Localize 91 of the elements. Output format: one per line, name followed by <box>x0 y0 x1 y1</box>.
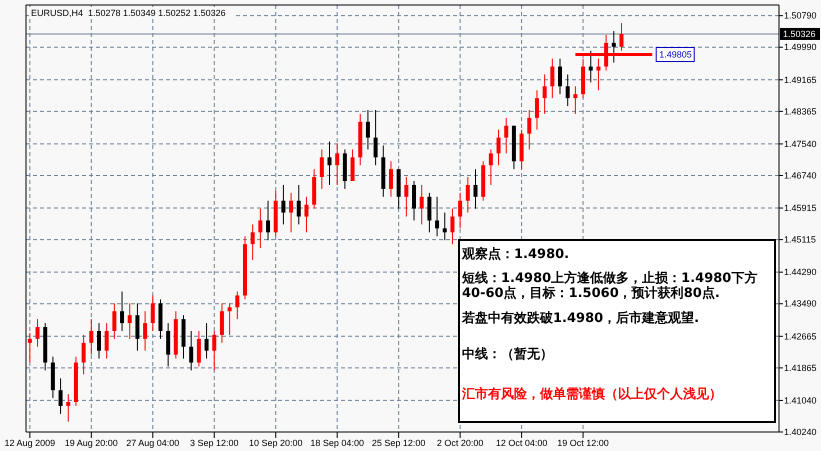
candlestick <box>143 310 148 352</box>
candlestick <box>350 148 355 182</box>
candlestick <box>435 196 440 237</box>
candlestick <box>473 168 478 210</box>
x-tick-label: 12 Aug 2009 <box>4 438 56 448</box>
candlestick <box>458 192 462 229</box>
candlestick <box>527 109 532 150</box>
y-tick-label: 1.50790 <box>784 10 817 21</box>
y-tick-label: 1.43490 <box>784 298 817 309</box>
candlestick <box>189 330 194 371</box>
x-tick-label: 10 Sep 20:00 <box>248 438 302 448</box>
annotation: 汇市有风险，做单需谨慎（以上仅个人浅见） <box>462 387 723 402</box>
candlestick <box>335 143 340 186</box>
candlestick <box>28 332 32 364</box>
annotation: 中线：（暂无） <box>462 347 554 362</box>
candlestick <box>596 58 600 91</box>
candlestick <box>235 291 240 320</box>
candlestick <box>281 184 286 225</box>
x-tick-label: 2 Oct 20:00 <box>436 438 484 448</box>
candlestick <box>66 394 70 422</box>
candlestick <box>558 58 562 95</box>
y-tick-label: 1.45915 <box>784 203 817 214</box>
x-tick-label: 18 Sep 04:00 <box>310 438 364 448</box>
candlestick <box>266 200 270 241</box>
candlestick <box>573 86 578 114</box>
y-tick-label: 1.45115 <box>784 234 816 245</box>
candlestick <box>320 148 324 190</box>
candlestick <box>196 330 201 367</box>
x-tick-label: 19 Aug 20:00 <box>64 438 118 448</box>
candlestick <box>150 294 155 332</box>
y-tick-label: 1.49165 <box>784 74 817 85</box>
y-tick-label: 1.47540 <box>784 138 817 149</box>
candlestick <box>212 330 216 371</box>
y-tick-label: 1.41865 <box>784 362 817 373</box>
y-tick-label: 1.49990 <box>784 42 817 52</box>
candlestick <box>504 117 508 154</box>
candlestick <box>442 212 447 241</box>
candlestick <box>82 334 86 375</box>
candlestick <box>542 74 547 114</box>
candlestick <box>135 302 140 352</box>
candlestick <box>466 176 470 214</box>
candlestick <box>550 58 554 99</box>
candlestick <box>220 302 224 344</box>
candlestick <box>488 148 493 186</box>
annotation: 短线：1.4980上方逢低做多，止损：1.4980下方40-60点，目标：1.5060，预计获利80点. <box>462 271 758 301</box>
candlestick <box>96 322 101 360</box>
candlestick <box>258 208 262 249</box>
candlestick <box>420 184 424 225</box>
candlestick <box>104 322 109 360</box>
candlestick <box>112 302 116 340</box>
candlestick <box>120 291 124 332</box>
y-tick-label: 1.44290 <box>784 267 817 278</box>
candlestick <box>566 74 570 107</box>
x-tick-label: 19 Oct 12:00 <box>557 438 609 448</box>
x-tick-label: 25 Sep 12:00 <box>372 438 426 448</box>
x-tick-label: 3 Sep 12:00 <box>190 438 239 448</box>
candlestick <box>204 322 209 360</box>
candlestick <box>496 129 501 166</box>
candlestick <box>128 302 132 340</box>
candlestick <box>304 196 308 233</box>
candlestick <box>250 224 255 260</box>
y-tick-label: 1.41040 <box>784 395 817 406</box>
annotation: 若盘中有效跌破1.4980，后市建意观望. <box>462 311 700 326</box>
candlestick <box>619 22 624 52</box>
x-tick-label: 27 Aug 04:00 <box>126 438 180 448</box>
candlestick <box>36 318 40 348</box>
candlestick <box>588 50 593 83</box>
candlestick <box>388 160 393 198</box>
candlestick <box>296 184 301 225</box>
annotation: 1.49805 <box>659 50 692 60</box>
candlestick <box>374 109 378 166</box>
candlestick <box>289 192 294 233</box>
candlestick <box>427 192 432 233</box>
y-tick-label: 1.48365 <box>784 106 817 116</box>
candlestick <box>404 176 408 218</box>
candlestick <box>534 90 539 130</box>
candlestick <box>412 180 416 221</box>
y-tick-label: 1.42665 <box>784 331 817 342</box>
candlestick <box>612 30 616 64</box>
ref-line-label: 1.50326 <box>783 28 816 39</box>
candlestick <box>366 109 370 150</box>
y-tick-label: 1.46740 <box>784 170 817 180</box>
chart-title: EURUSD,H4 1.50278 1.50349 1.50252 1.50326 <box>31 8 226 18</box>
y-tick-label: 1.40240 <box>784 427 817 437</box>
candlestick <box>328 141 332 186</box>
candlestick <box>166 322 170 367</box>
candlestick <box>89 318 94 356</box>
candlestick <box>450 208 454 245</box>
candlestick <box>58 378 63 414</box>
x-tick-label: 12 Oct 04:00 <box>496 438 548 448</box>
annotation: 观察点：1.4980. <box>462 247 570 262</box>
